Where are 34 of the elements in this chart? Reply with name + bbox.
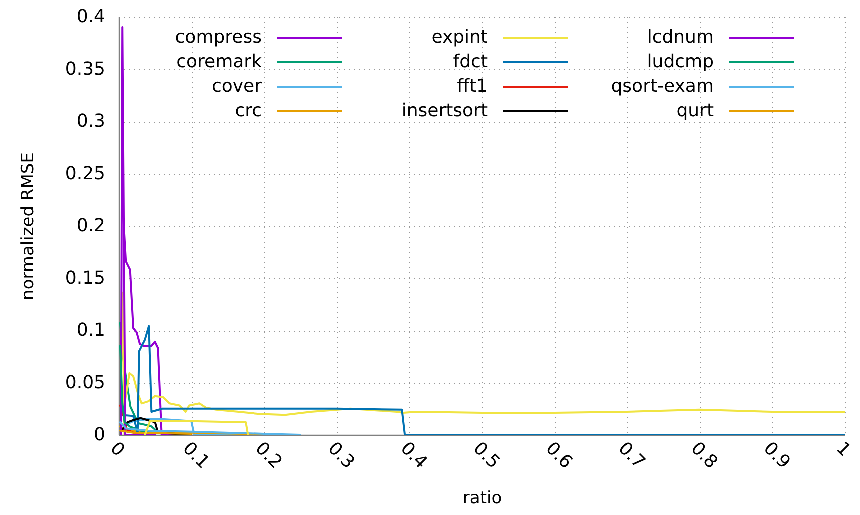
legend-label: expint bbox=[432, 27, 488, 48]
legend-label: fft1 bbox=[457, 76, 488, 97]
y-axis-title: normalized RMSE bbox=[18, 152, 38, 300]
y-tick-label: 0 bbox=[94, 424, 106, 446]
y-tick-label: 0.2 bbox=[76, 216, 106, 236]
y-tick-label: 0.15 bbox=[65, 268, 106, 289]
x-axis-title: ratio bbox=[462, 488, 502, 508]
x-tick-label: 0.3 bbox=[324, 438, 359, 474]
x-tick-label: 0.2 bbox=[251, 438, 286, 474]
x-tick-label: 0.8 bbox=[686, 438, 722, 474]
legend-label: fdct bbox=[453, 52, 488, 72]
y-tick-label: 0.1 bbox=[76, 320, 106, 341]
legend-label: crc bbox=[235, 100, 262, 122]
y-tick-label: 0.05 bbox=[65, 372, 106, 394]
legend-label: lcdnum bbox=[647, 27, 714, 48]
x-tick-label: 0.4 bbox=[396, 438, 432, 474]
y-tick-label: 0.35 bbox=[65, 58, 106, 80]
legend-label: cover bbox=[212, 76, 263, 97]
y-tick-label: 0.25 bbox=[65, 163, 106, 184]
x-tick-label: 0 bbox=[106, 438, 130, 462]
x-tick-label: 1 bbox=[832, 438, 856, 462]
legend-label: qurt bbox=[676, 100, 714, 122]
x-tick-label: 0.1 bbox=[178, 438, 214, 474]
x-tick-label: 0.7 bbox=[614, 438, 650, 474]
legend-label: ludcmp bbox=[647, 52, 714, 72]
x-tick-label: 0.9 bbox=[759, 438, 795, 474]
x-tick-label: 0.5 bbox=[469, 438, 504, 474]
legend-label: coremark bbox=[176, 52, 263, 72]
x-tick-label: 0.6 bbox=[542, 438, 577, 474]
y-tick-label: 0.4 bbox=[76, 6, 106, 28]
legend-label: compress bbox=[175, 27, 262, 48]
legend-label: insertsort bbox=[402, 100, 488, 122]
legend-label: qsort-exam bbox=[611, 76, 714, 97]
y-tick-label: 0.3 bbox=[76, 111, 106, 132]
